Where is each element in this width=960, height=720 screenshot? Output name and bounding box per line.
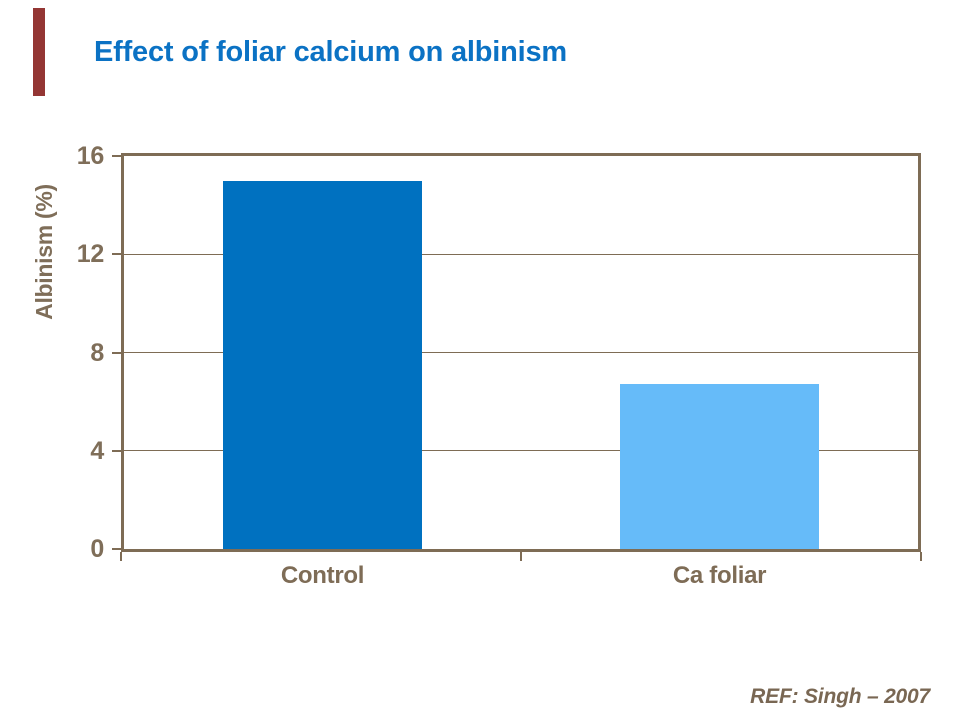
- y-tick-label-16: 16: [76, 142, 105, 170]
- y-tick-0: [112, 548, 121, 550]
- bar-control: [223, 180, 422, 549]
- y-tick-label-8: 8: [90, 338, 104, 367]
- x-tick-1: [520, 552, 522, 561]
- x-category-label-ca-foliar: Ca foliar: [672, 562, 767, 589]
- plot-area: [121, 153, 921, 552]
- y-tick-label-4: 4: [90, 436, 104, 465]
- y-tick-8: [112, 351, 121, 354]
- y-tick-12: [112, 253, 121, 256]
- y-tick-label-0: 0: [90, 535, 104, 563]
- y-tick-label-12: 12: [76, 240, 105, 269]
- accent-bar: [33, 8, 45, 96]
- gridline-4: [124, 450, 918, 452]
- reference-citation: REF: Singh – 2007: [750, 685, 930, 708]
- slide-title: Effect of foliar calcium on albinism: [94, 36, 567, 68]
- x-tick-0: [120, 552, 122, 561]
- y-axis-title: Albinism (%): [31, 184, 57, 320]
- y-tick-4: [112, 449, 121, 452]
- x-category-label-control: Control: [280, 562, 365, 589]
- x-tick-2: [920, 552, 922, 561]
- bar-ca-foliar: [620, 384, 819, 549]
- gridline-12: [124, 253, 918, 255]
- y-tick-16: [112, 155, 121, 157]
- gridline-8: [124, 352, 918, 353]
